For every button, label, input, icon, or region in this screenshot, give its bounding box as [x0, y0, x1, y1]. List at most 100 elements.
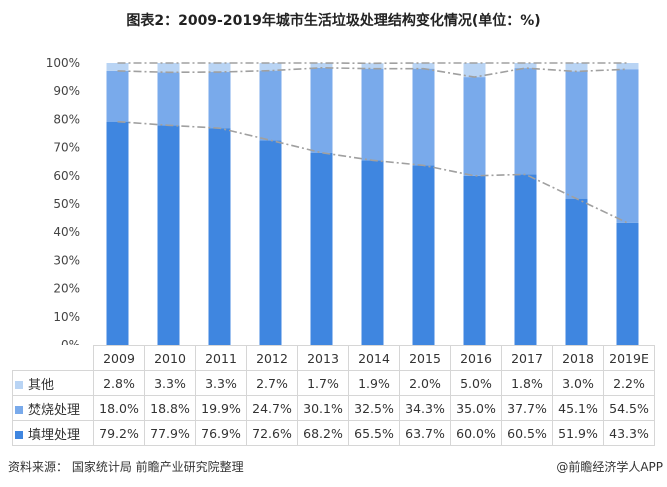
bar-segment [463, 175, 486, 345]
bar-segment [412, 68, 435, 166]
data-label: 76.9% [195, 420, 247, 446]
legend-label: 焚烧处理 [28, 402, 81, 418]
bar-segment [616, 63, 639, 70]
bar-segment [565, 63, 588, 72]
x-tick-label: 2010 [144, 345, 196, 371]
data-label: 32.5% [348, 395, 400, 421]
y-tick-label: 50% [53, 197, 80, 211]
y-tick-label: 40% [53, 225, 80, 239]
bar-segment [208, 72, 231, 129]
bar-segment [106, 70, 129, 122]
data-label: 2.2% [603, 370, 655, 396]
bar-segment [208, 62, 231, 73]
bar-segment [310, 67, 333, 153]
y-tick-label: 90% [53, 84, 80, 98]
data-label: 2.8% [93, 370, 145, 396]
data-label: 65.5% [348, 420, 400, 446]
x-tick-label: 2017 [501, 345, 553, 371]
data-label: 30.1% [297, 395, 349, 421]
data-label: 1.8% [501, 370, 553, 396]
data-label: 1.7% [297, 370, 349, 396]
data-label: 60.0% [450, 420, 502, 446]
bar-segment [259, 63, 282, 71]
data-label: 77.9% [144, 420, 196, 446]
data-label: 68.2% [297, 420, 349, 446]
data-label: 63.7% [399, 420, 451, 446]
data-label: 60.5% [501, 420, 553, 446]
data-label: 35.0% [450, 395, 502, 421]
bar-segment [361, 63, 384, 69]
trend-line [117, 120, 628, 224]
data-label: 18.8% [144, 395, 196, 421]
bar-segment [208, 128, 231, 345]
data-label: 51.9% [552, 420, 604, 446]
x-tick-label: 2018 [552, 345, 604, 371]
x-tick-label: 2011 [195, 345, 247, 371]
data-label: 3.0% [552, 370, 604, 396]
table-row: 其他 2.8% 3.3% 3.3% 2.7% 1.7% 1.9% 2.0% 5.0% 1.8% 3.… [12, 370, 655, 396]
y-tick-label: 0% [61, 338, 80, 345]
bar-segment [157, 125, 180, 345]
bar-segment [514, 68, 537, 175]
data-label: 43.3% [603, 420, 655, 446]
x-tick-label: 2013 [297, 345, 349, 371]
data-label: 45.1% [552, 395, 604, 421]
y-tick-label: 70% [53, 141, 80, 155]
data-label: 34.3% [399, 395, 451, 421]
bar-segment [463, 63, 486, 78]
chart-title: 图表2：2009-2019年城市生活垃圾处理结构变化情况(单位：%) [126, 13, 541, 29]
data-label: 54.5% [603, 395, 655, 421]
data-label: 79.2% [93, 420, 145, 446]
y-tick-label: 80% [53, 112, 80, 126]
bar-segment [259, 70, 282, 141]
source-note: 资料来源： 国家统计局 前瞻产业研究院整理 [8, 460, 244, 474]
data-label: 1.9% [348, 370, 400, 396]
x-tick-label: 2015 [399, 345, 451, 371]
legend-label: 其他 [28, 377, 55, 393]
bar-segment [412, 165, 435, 345]
table-corner [13, 346, 94, 371]
bar-segment [514, 63, 537, 69]
x-tick-label: 2014 [348, 345, 400, 371]
legend-entry: 填埋处理 [12, 420, 94, 446]
data-label: 2.0% [399, 370, 451, 396]
data-label: 24.7% [246, 395, 298, 421]
data-label: 2.7% [246, 370, 298, 396]
data-table: 2009 2010 2011 2012 2013 2014 2015 2016 2017 2018… [12, 345, 655, 446]
legend-label: 填埋处理 [28, 427, 81, 443]
bar-segment [106, 121, 129, 345]
x-tick-label: 2009 [93, 345, 145, 371]
bar-segment [157, 72, 180, 126]
data-label: 18.0% [93, 395, 145, 421]
y-tick-label: 30% [53, 253, 80, 267]
table-row: 填埋处理 79.2% 77.9% 76.9% 72.6% 68.2% 65.5% 63.7% 6… [12, 420, 655, 446]
y-tick-label: 100% [46, 56, 80, 70]
bar-segment [565, 198, 588, 345]
y-tick-label: 60% [53, 169, 80, 183]
table-row: 焚烧处理 18.0% 18.8% 19.9% 24.7% 30.1% 32.5% 34.3% 3… [12, 395, 655, 421]
data-label: 37.7% [501, 395, 553, 421]
bar-segment [310, 63, 333, 68]
trend-line [117, 66, 628, 78]
bar-segment [463, 77, 486, 176]
data-label: 72.6% [246, 420, 298, 446]
bar-segment [565, 71, 588, 199]
y-tick-label: 10% [53, 310, 80, 324]
legend-swatch [15, 431, 23, 439]
bar-segment [310, 152, 333, 345]
legend-swatch [15, 381, 23, 389]
x-tick-label: 2019E [603, 345, 655, 371]
bar-segment [106, 63, 129, 71]
bar-segment [412, 63, 435, 69]
x-tick-label: 2012 [246, 345, 298, 371]
bar-segment [157, 63, 180, 73]
legend-swatch [15, 406, 23, 414]
data-label: 3.3% [195, 370, 247, 396]
bar-segment [259, 140, 282, 345]
bar-segment [361, 68, 384, 161]
bar-segment [514, 174, 537, 345]
x-tick-label: 2016 [450, 345, 502, 371]
bar-segment [616, 222, 639, 345]
y-tick-label: 20% [53, 282, 80, 296]
